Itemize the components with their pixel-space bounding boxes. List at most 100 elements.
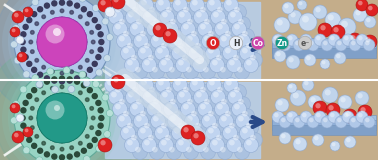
Circle shape: [214, 4, 229, 20]
Circle shape: [250, 55, 256, 60]
Circle shape: [172, 77, 187, 92]
Circle shape: [166, 64, 181, 80]
Circle shape: [351, 41, 356, 45]
Circle shape: [67, 62, 71, 66]
Circle shape: [14, 0, 110, 90]
Circle shape: [345, 111, 351, 116]
Circle shape: [348, 33, 362, 47]
Circle shape: [141, 40, 156, 56]
Circle shape: [32, 0, 39, 6]
Circle shape: [20, 86, 27, 93]
Circle shape: [233, 55, 239, 60]
Circle shape: [164, 4, 178, 20]
Circle shape: [98, 0, 112, 12]
Circle shape: [175, 120, 191, 136]
Circle shape: [140, 48, 146, 53]
Circle shape: [157, 128, 163, 133]
Circle shape: [38, 109, 42, 113]
Circle shape: [363, 116, 375, 128]
Circle shape: [21, 108, 26, 113]
Circle shape: [163, 52, 178, 68]
Circle shape: [334, 52, 346, 64]
Circle shape: [29, 40, 33, 44]
Bar: [272, 48, 376, 58]
Circle shape: [115, 7, 121, 12]
Circle shape: [213, 12, 219, 17]
Circle shape: [212, 123, 218, 128]
Circle shape: [183, 24, 189, 29]
Circle shape: [325, 89, 331, 96]
Circle shape: [127, 140, 133, 145]
Circle shape: [107, 0, 113, 5]
Circle shape: [230, 92, 236, 97]
Circle shape: [187, 99, 193, 104]
Circle shape: [246, 43, 252, 48]
Circle shape: [189, 45, 203, 60]
Circle shape: [14, 70, 110, 160]
Circle shape: [309, 41, 314, 45]
Circle shape: [286, 34, 298, 46]
Circle shape: [175, 137, 191, 152]
Circle shape: [148, 135, 154, 140]
Circle shape: [178, 60, 184, 65]
Circle shape: [138, 0, 153, 12]
Circle shape: [344, 136, 356, 148]
Circle shape: [221, 36, 227, 41]
Circle shape: [119, 116, 125, 121]
Circle shape: [166, 31, 171, 36]
Circle shape: [14, 133, 21, 140]
Circle shape: [150, 33, 166, 48]
Circle shape: [74, 22, 77, 25]
Circle shape: [158, 40, 174, 56]
Circle shape: [180, 52, 195, 68]
Circle shape: [299, 1, 302, 5]
Circle shape: [11, 117, 17, 124]
Circle shape: [170, 99, 176, 104]
Circle shape: [135, 147, 141, 152]
Circle shape: [59, 76, 65, 81]
Circle shape: [165, 135, 171, 140]
Ellipse shape: [10, 66, 130, 160]
Circle shape: [204, 99, 210, 104]
Circle shape: [107, 8, 110, 12]
Circle shape: [67, 154, 72, 159]
Circle shape: [195, 140, 201, 145]
Circle shape: [104, 77, 119, 92]
Circle shape: [189, 125, 203, 140]
Circle shape: [333, 27, 339, 32]
Circle shape: [189, 28, 203, 44]
Circle shape: [79, 91, 82, 95]
Circle shape: [113, 0, 119, 2]
Circle shape: [38, 148, 43, 153]
Circle shape: [74, 98, 77, 101]
Circle shape: [37, 40, 41, 44]
Circle shape: [162, 92, 168, 97]
Circle shape: [10, 27, 20, 37]
Circle shape: [302, 36, 307, 40]
Circle shape: [45, 24, 65, 44]
Circle shape: [79, 103, 82, 106]
Circle shape: [160, 89, 175, 104]
Circle shape: [248, 52, 262, 68]
Circle shape: [42, 15, 45, 19]
Circle shape: [365, 118, 370, 122]
Circle shape: [23, 55, 28, 60]
Circle shape: [286, 111, 298, 123]
Circle shape: [231, 132, 245, 148]
Circle shape: [92, 18, 97, 23]
Circle shape: [192, 57, 208, 72]
Circle shape: [87, 12, 92, 17]
Circle shape: [194, 9, 209, 24]
Bar: [272, 38, 376, 48]
Circle shape: [155, 28, 169, 44]
Circle shape: [229, 60, 235, 65]
Circle shape: [300, 111, 312, 123]
Ellipse shape: [8, 0, 116, 96]
Circle shape: [330, 141, 340, 151]
Circle shape: [124, 80, 130, 85]
Circle shape: [226, 80, 232, 85]
Circle shape: [74, 79, 79, 84]
Circle shape: [45, 100, 65, 120]
Text: H: H: [233, 39, 239, 48]
Circle shape: [116, 16, 132, 32]
